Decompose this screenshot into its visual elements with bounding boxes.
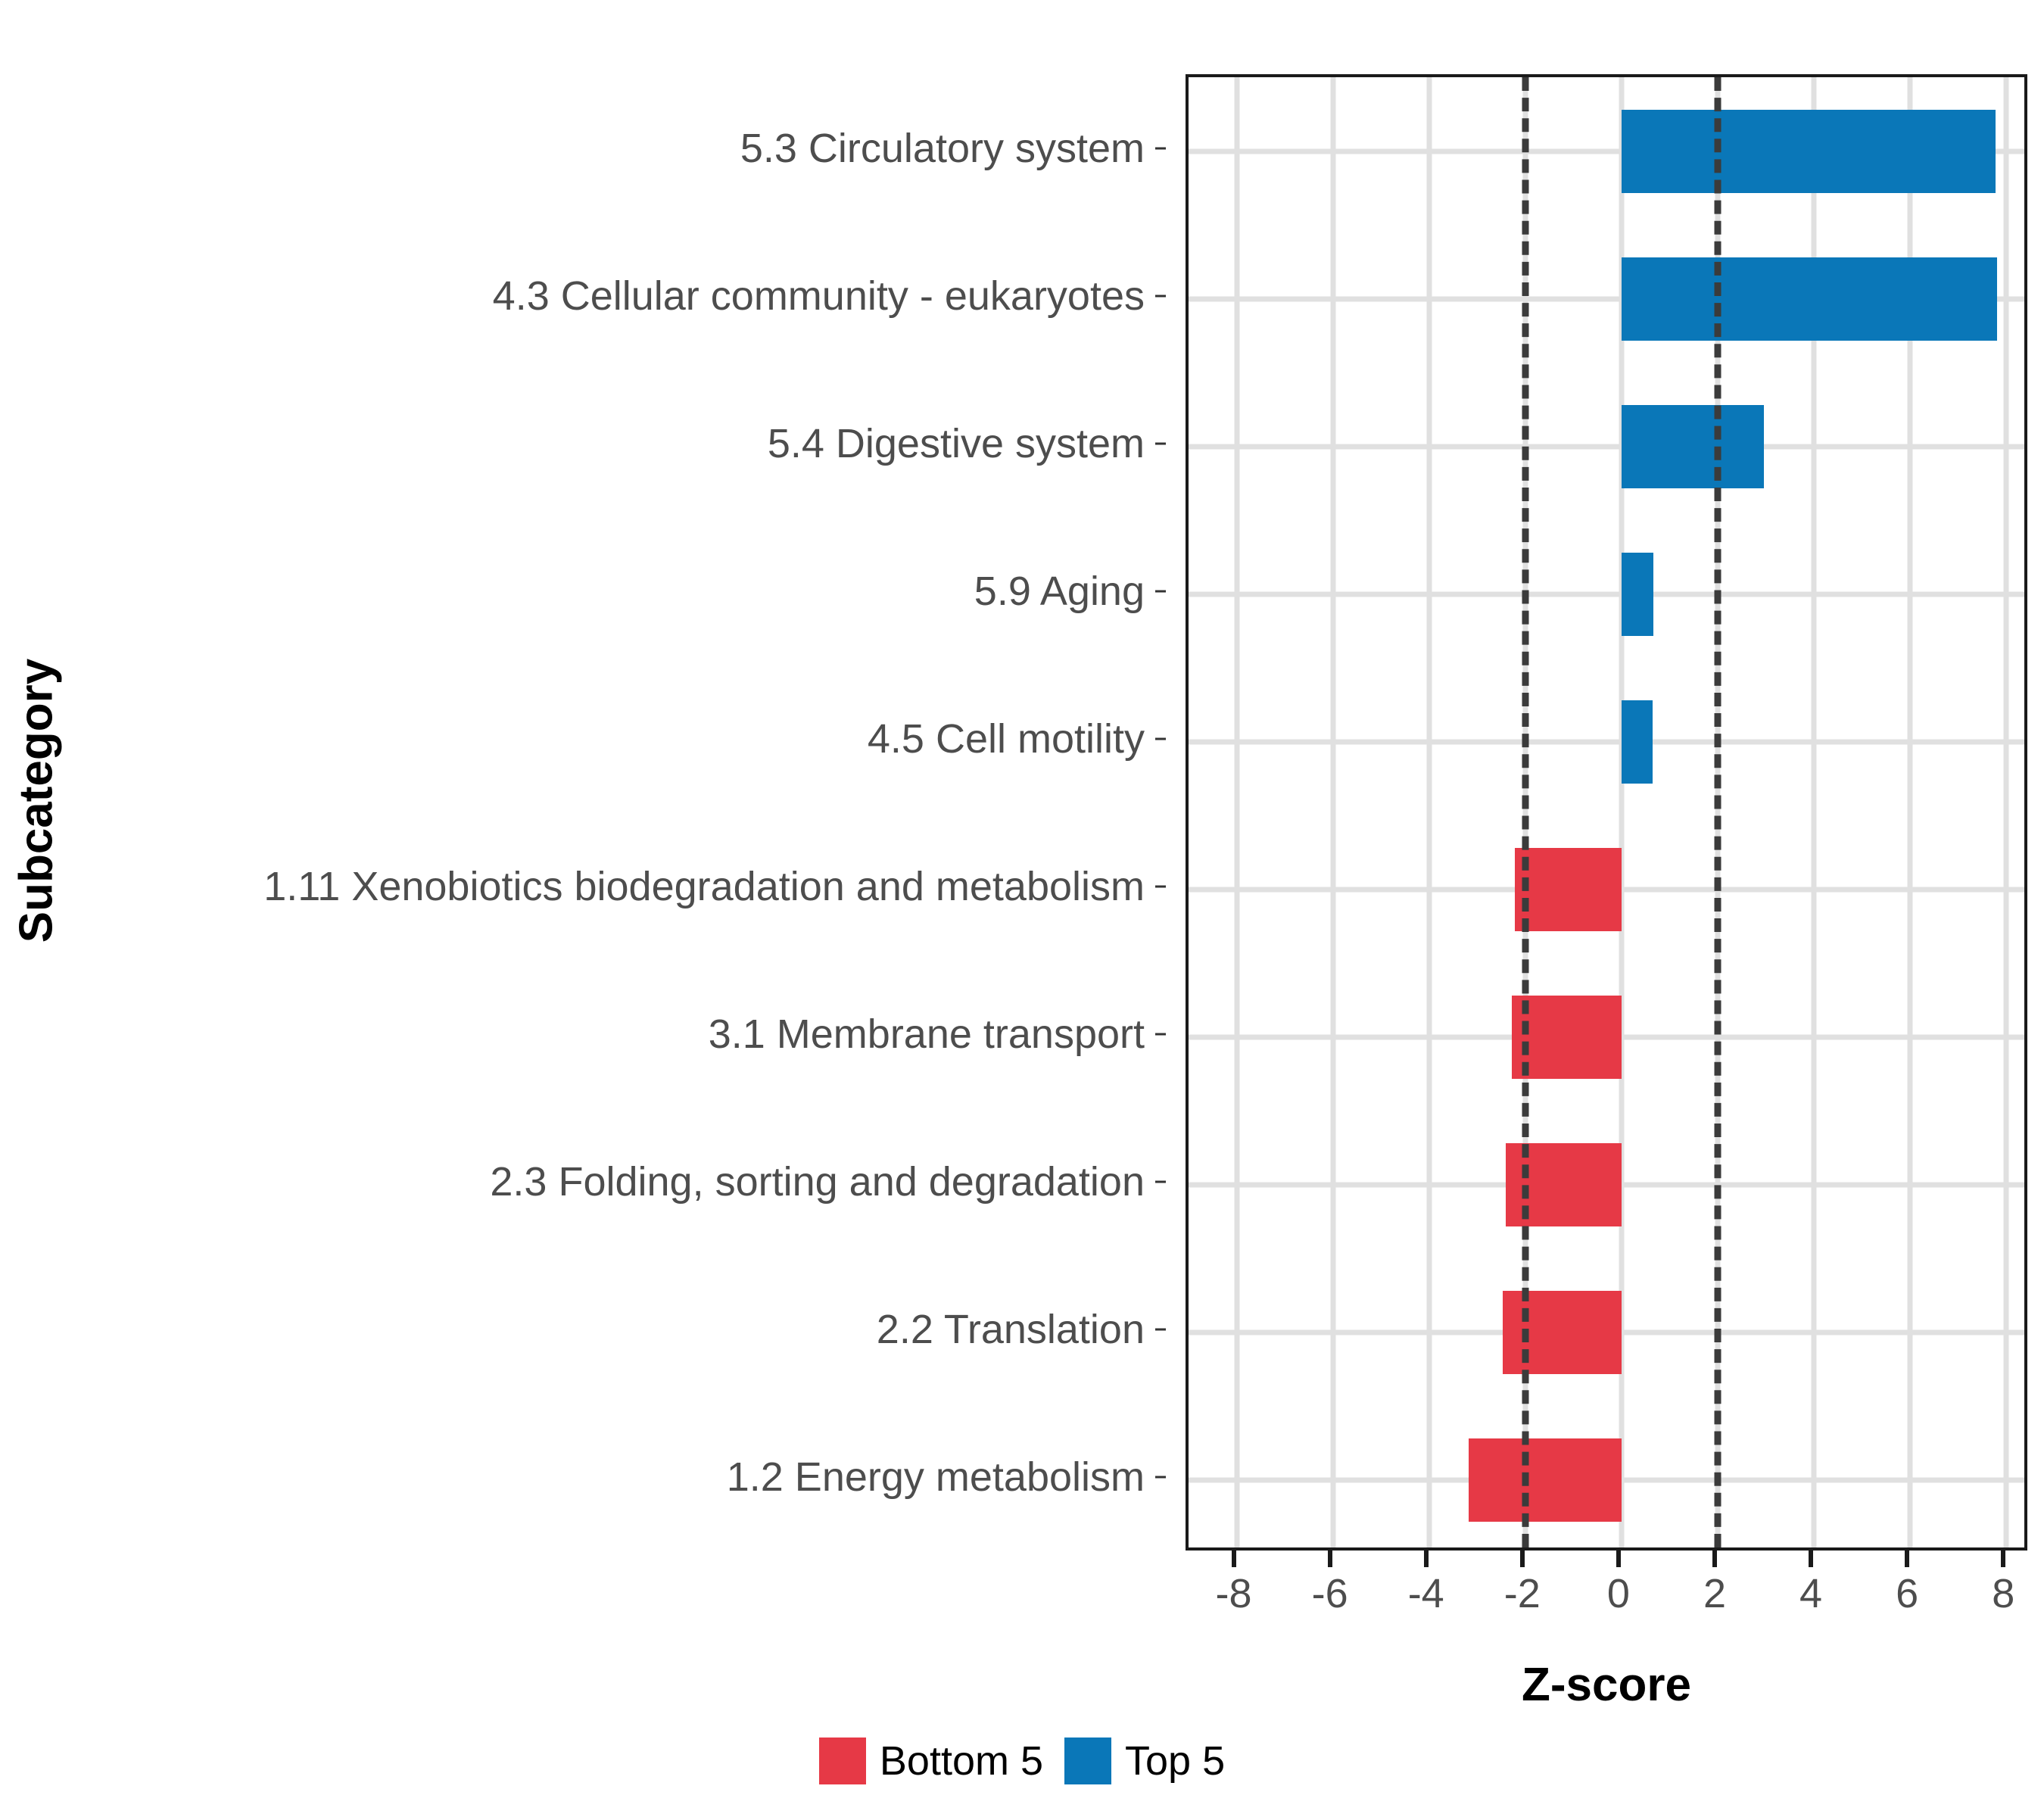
- x-axis-tick-label: -6: [1311, 1571, 1348, 1616]
- y-axis-tick-label: 4.3 Cellular community - eukaryotes: [492, 273, 1145, 319]
- gridline-vertical: [1811, 77, 1817, 1547]
- chart-legend: Bottom 5 Top 5: [0, 1738, 2044, 1784]
- x-axis-tick-mark: [1423, 1551, 1429, 1567]
- x-axis-title: Z-score: [1522, 1659, 1691, 1711]
- gridline-horizontal: [1189, 591, 2024, 597]
- y-axis-tick-label: 2.2 Translation: [876, 1306, 1145, 1352]
- bar: [1621, 552, 1653, 636]
- x-axis-tick-label: 0: [1606, 1571, 1630, 1616]
- plot-area: [1189, 77, 2024, 1547]
- x-axis-tick-mark: [1616, 1551, 1621, 1567]
- y-axis-tick-label: 3.1 Membrane transport: [708, 1011, 1145, 1057]
- y-axis-tick-mark: [1155, 442, 1166, 444]
- y-axis-tick-label: 2.3 Folding, sorting and degradation: [490, 1158, 1145, 1205]
- y-axis-tick-label: 5.3 Circulatory system: [740, 125, 1145, 171]
- y-axis-tick-label: 5.4 Digestive system: [767, 420, 1145, 466]
- y-axis-tick-mark: [1155, 295, 1166, 297]
- gridline-horizontal: [1189, 148, 2024, 154]
- gridline-vertical: [1330, 77, 1336, 1547]
- x-axis-tick-group: -8 -6 -4 -2 0 2 4 6 8: [1186, 1551, 2027, 1641]
- gridline-vertical: [1619, 77, 1625, 1547]
- x-axis-tick-label: 4: [1799, 1571, 1823, 1616]
- x-axis-tick-label: -2: [1503, 1571, 1541, 1616]
- x-axis-tick-label: 6: [1896, 1571, 1919, 1616]
- bar: [1502, 1290, 1622, 1374]
- x-axis-tick-mark: [1712, 1551, 1717, 1567]
- threshold-line: [1522, 77, 1529, 1547]
- gridline-horizontal: [1189, 296, 2024, 301]
- x-axis-tick-mark: [1519, 1551, 1525, 1567]
- y-axis-tick-label-group: 5.3 Circulatory system 4.3 Cellular commu…: [45, 74, 1166, 1551]
- bar: [1515, 847, 1622, 931]
- threshold-line: [1714, 77, 1722, 1547]
- bar: [1469, 1438, 1622, 1522]
- x-axis-tick-mark: [1231, 1551, 1236, 1567]
- legend-item: Bottom 5: [818, 1738, 1043, 1784]
- gridline-vertical: [1907, 77, 1913, 1547]
- bar: [1621, 700, 1653, 784]
- y-axis-tick-mark: [1155, 1180, 1166, 1183]
- legend-label: Bottom 5: [879, 1738, 1043, 1784]
- gridline-vertical: [2003, 77, 2009, 1547]
- y-axis-tick-mark: [1155, 885, 1166, 887]
- y-axis-tick-mark: [1155, 590, 1166, 592]
- legend-label: Top 5: [1125, 1738, 1226, 1784]
- gridline-vertical: [1426, 77, 1432, 1547]
- y-axis-tick-label: 4.5 Cell motility: [867, 715, 1145, 762]
- y-axis-tick-label: 5.9 Aging: [974, 568, 1145, 614]
- y-axis-tick-mark: [1155, 1476, 1166, 1478]
- x-axis-tick-mark: [1327, 1551, 1332, 1567]
- legend-swatch-icon: [818, 1738, 866, 1784]
- y-axis-tick-label: 1.11 Xenobiotics biodegradation and meta…: [263, 863, 1145, 909]
- plot-panel: [1186, 74, 2027, 1551]
- x-axis-tick-label: 8: [1992, 1571, 2015, 1616]
- legend-swatch-icon: [1064, 1738, 1111, 1784]
- x-axis-tick-mark: [1809, 1551, 1814, 1567]
- y-axis-tick-mark: [1155, 147, 1166, 149]
- bar: [1621, 257, 1997, 341]
- legend-item: Top 5: [1064, 1738, 1225, 1784]
- y-axis-tick-mark: [1155, 1328, 1166, 1330]
- x-axis-tick-label: -4: [1407, 1571, 1444, 1616]
- gridline-horizontal: [1189, 444, 2024, 449]
- x-axis-tick-label: 2: [1703, 1571, 1726, 1616]
- y-axis-tick-label: 1.2 Energy metabolism: [726, 1454, 1145, 1500]
- y-axis-tick-mark: [1155, 1033, 1166, 1035]
- bar: [1621, 404, 1764, 488]
- gridline-horizontal: [1189, 739, 2024, 744]
- gridline-vertical: [1234, 77, 1240, 1547]
- x-axis-tick-label: -8: [1215, 1571, 1252, 1616]
- x-axis-tick-mark: [2001, 1551, 2006, 1567]
- bar: [1512, 995, 1622, 1079]
- bar: [1621, 109, 1996, 193]
- x-axis-tick-mark: [1905, 1551, 1910, 1567]
- y-axis-tick-mark: [1155, 737, 1166, 740]
